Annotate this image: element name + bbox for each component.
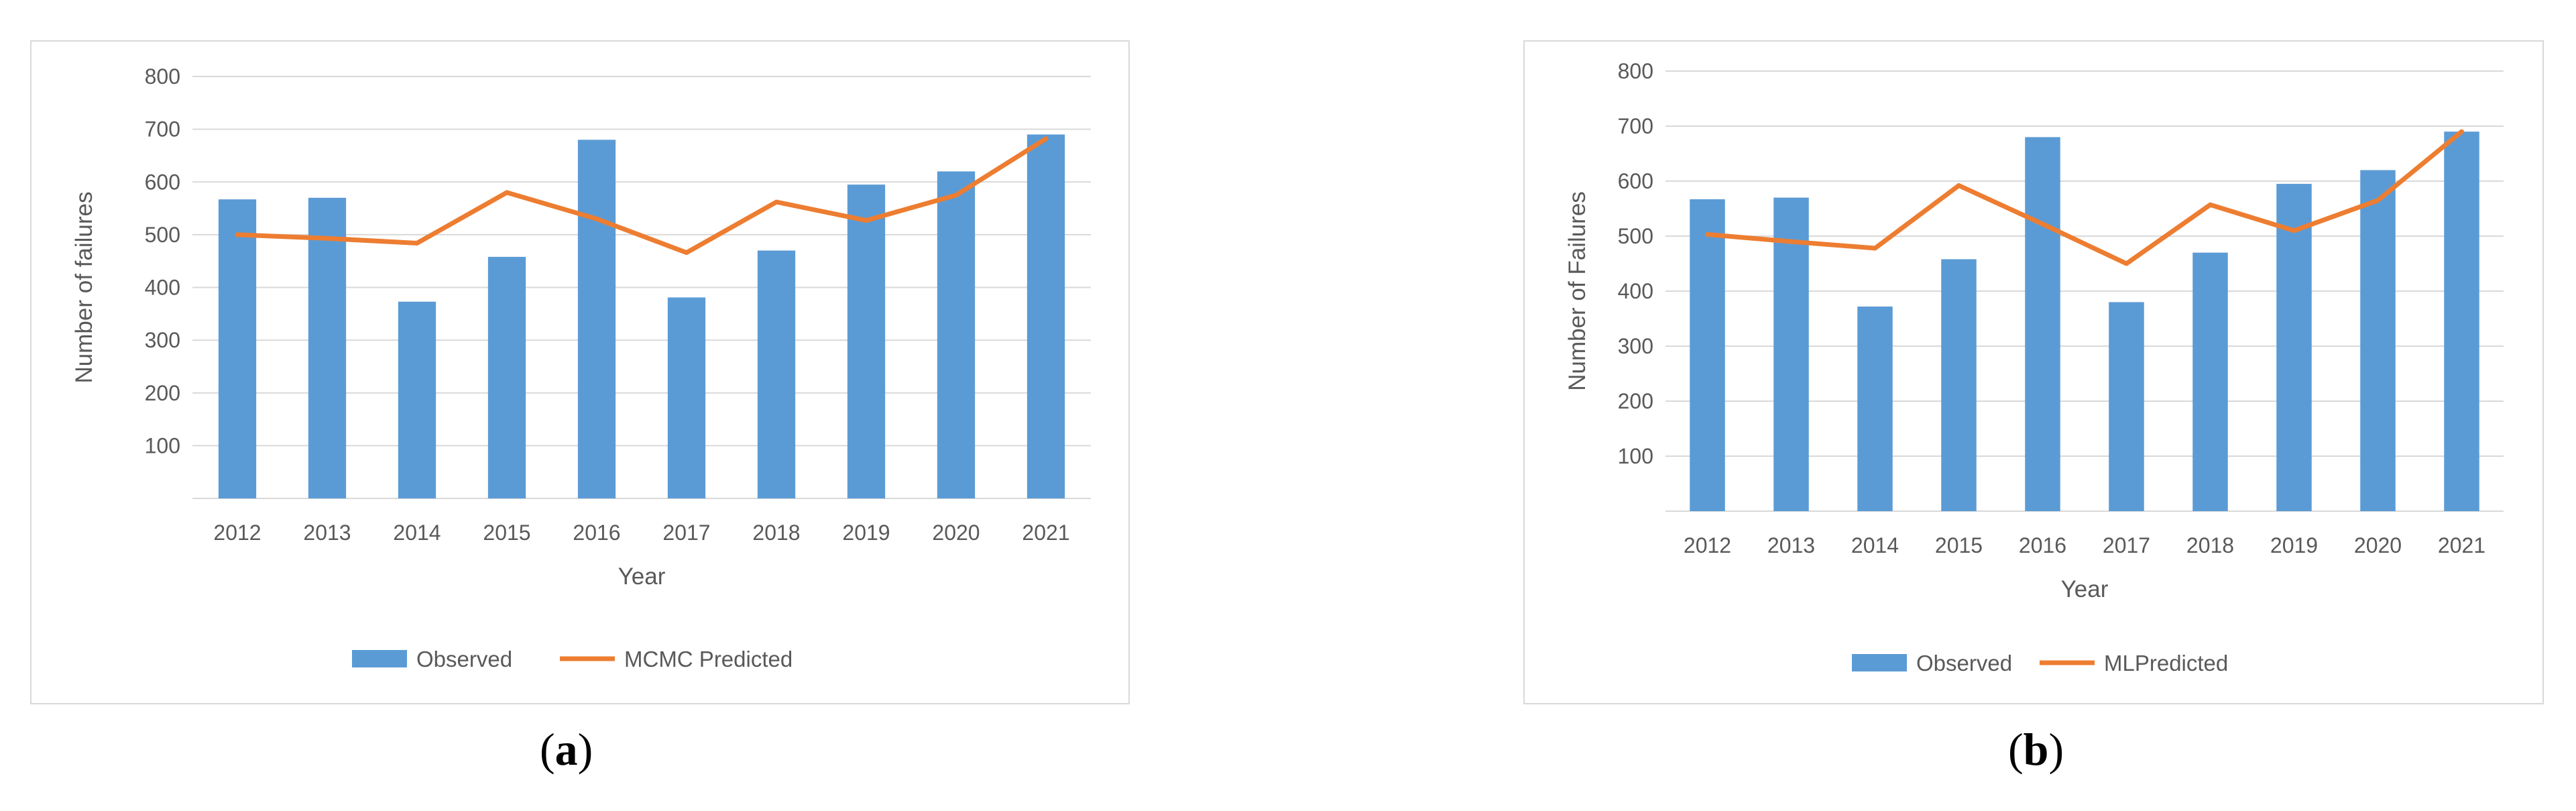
bar <box>667 297 706 498</box>
bar <box>487 256 526 498</box>
y-tick-label: 200 <box>1618 389 1653 413</box>
bar <box>218 199 257 498</box>
y-tick-label: 600 <box>145 170 180 194</box>
x-tick-label: 2016 <box>2019 533 2066 557</box>
x-tick-label: 2014 <box>393 521 441 545</box>
y-tick-label: 300 <box>145 328 180 352</box>
legend-label-observed: Observed <box>1916 651 2012 675</box>
x-tick-label: 2012 <box>1684 533 1731 557</box>
chart-b: 100 200 300 400 500 600 700 800 2012 2013 2014 2015… <box>1564 59 2504 675</box>
bar-series-observed <box>1690 131 2479 511</box>
legend: Observed MLPredicted <box>1852 651 2228 675</box>
chart-a: 100 200 300 400 500 600 700 800 2012 2013 2014 2015… <box>71 64 1091 671</box>
legend-label-predicted: MCMC Predicted <box>624 647 793 671</box>
bar <box>577 140 616 499</box>
x-tick-label: 2018 <box>752 521 800 545</box>
x-tick-label: 2018 <box>2186 533 2234 557</box>
bar <box>1857 306 1893 511</box>
legend-label-observed: Observed <box>416 647 512 671</box>
bar <box>847 184 886 498</box>
y-tick-label: 700 <box>1618 114 1653 138</box>
legend-swatch-observed <box>1852 654 1907 671</box>
x-tick-label: 2019 <box>842 521 890 545</box>
x-tick-label: 2014 <box>1851 533 1899 557</box>
legend-label-predicted: MLPredicted <box>2104 651 2228 675</box>
panel-caption-b: (b) <box>2008 724 2064 775</box>
chart-panel-a: 100 200 300 400 500 600 700 800 2012 2013 2014 2015… <box>30 40 1130 704</box>
y-tick-label: 400 <box>1618 279 1653 303</box>
x-tick-label: 2013 <box>1767 533 1815 557</box>
legend: Observed MCMC Predicted <box>352 647 793 671</box>
y-tick-label: 600 <box>1618 169 1653 193</box>
x-tick-label: 2017 <box>662 521 710 545</box>
bar <box>2444 131 2479 511</box>
bar <box>398 301 436 498</box>
x-tick-label: 2015 <box>1935 533 1983 557</box>
y-tick-label: 500 <box>1618 224 1653 248</box>
bar <box>937 171 976 498</box>
chart-panel-b: 100 200 300 400 500 600 700 800 2012 2013 2014 2015… <box>1523 40 2544 704</box>
x-tick-label: 2013 <box>303 521 351 545</box>
bar <box>2109 302 2144 511</box>
bar-series-observed <box>218 134 1065 499</box>
bar <box>2276 184 2312 511</box>
x-tick-label: 2020 <box>2354 533 2402 557</box>
bar <box>308 197 347 498</box>
x-tick-label: 2017 <box>2103 533 2150 557</box>
bar <box>757 250 796 498</box>
bar <box>2025 137 2060 511</box>
y-tick-label: 200 <box>145 381 180 405</box>
x-axis-title: Year <box>618 563 666 590</box>
x-tick-label: 2021 <box>2438 533 2485 557</box>
y-tick-label: 400 <box>145 276 180 300</box>
bar <box>2192 252 2228 511</box>
x-tick-label: 2016 <box>573 521 620 545</box>
x-tick-label: 2015 <box>483 521 530 545</box>
y-tick-label: 100 <box>1618 444 1653 468</box>
y-tick-label: 500 <box>145 223 180 247</box>
y-axis-title: Number of Failures <box>1564 191 1590 391</box>
panel-caption-a: (a) <box>540 724 593 775</box>
bar <box>1941 259 1977 511</box>
line-series-predicted <box>235 136 1049 256</box>
y-tick-label: 800 <box>1618 59 1653 83</box>
bar <box>2360 170 2396 511</box>
y-tick-label: 800 <box>145 64 180 89</box>
x-tick-label: 2020 <box>932 521 980 545</box>
x-tick-label: 2012 <box>213 521 261 545</box>
legend-swatch-observed <box>352 650 407 667</box>
y-tick-label: 100 <box>145 433 180 457</box>
y-tick-label: 700 <box>145 117 180 142</box>
bar <box>1027 134 1065 499</box>
x-tick-label: 2021 <box>1022 521 1069 545</box>
panel-label-b: b <box>2023 724 2049 775</box>
panel-label-a: a <box>554 724 578 775</box>
y-axis-title: Number of failures <box>71 192 97 384</box>
bar <box>1773 197 1809 511</box>
y-tick-label: 300 <box>1618 334 1653 358</box>
line-series-predicted <box>1705 129 2464 266</box>
x-axis-title: Year <box>2061 576 2109 602</box>
bar <box>1690 199 1725 511</box>
x-tick-label: 2019 <box>2270 533 2318 557</box>
